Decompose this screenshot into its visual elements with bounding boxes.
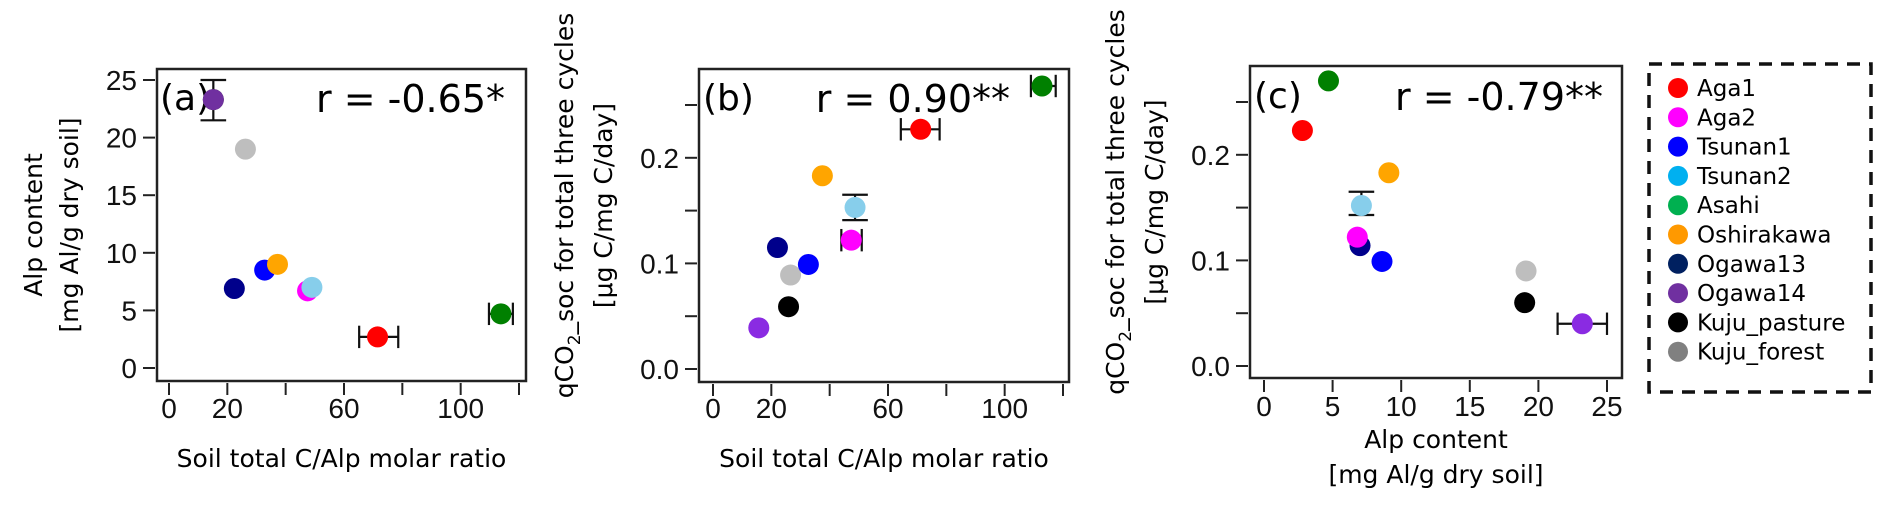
y-tick-label: 0 bbox=[121, 353, 137, 384]
y-axis-title-line: [mg Al/g dry soil] bbox=[55, 117, 84, 332]
legend-marker bbox=[1668, 283, 1688, 304]
data-point-kuju-forest bbox=[780, 264, 802, 286]
data-point-tsunan1 bbox=[1371, 250, 1393, 272]
data-point-ogawa14 bbox=[202, 89, 224, 111]
x-axis-title-line: [mg Al/g dry soil] bbox=[1328, 460, 1543, 489]
legend-marker bbox=[1668, 136, 1688, 157]
data-point-asahi bbox=[1031, 75, 1053, 97]
panel-c: 0 5 10 15 20 25 0.0 0.1 0.2 Alp content [mg Al/g d… bbox=[1101, 9, 1624, 489]
legend-frame bbox=[1647, 62, 1873, 394]
data-point-aga2 bbox=[840, 229, 862, 251]
legend-label: Aga1 bbox=[1697, 76, 1756, 102]
y-tick-label: 0.0 bbox=[1191, 351, 1230, 382]
legend-marker bbox=[1668, 341, 1688, 362]
legend-marker bbox=[1668, 253, 1688, 274]
data-point-kuju-pasture bbox=[1514, 292, 1536, 314]
data-point-ogawa13 bbox=[766, 237, 788, 259]
x-tick-label: 60 bbox=[328, 393, 359, 424]
legend-marker bbox=[1668, 165, 1688, 186]
plot-frame bbox=[155, 67, 528, 383]
y-tick-label: 0.1 bbox=[1191, 245, 1230, 276]
data-point-ogawa13 bbox=[223, 278, 245, 300]
panel-label: (a) bbox=[160, 78, 210, 119]
x-tick-label: 100 bbox=[437, 393, 484, 424]
legend-marker bbox=[1668, 195, 1688, 216]
data-point-asahi bbox=[490, 303, 512, 325]
x-axis-title: Soil total C/Alp molar ratio bbox=[177, 444, 507, 473]
correlation-annotation: r = -0.79** bbox=[1395, 75, 1603, 119]
data-point-aga2 bbox=[1346, 226, 1368, 248]
data-point-tsunan2 bbox=[301, 276, 323, 298]
x-tick-label: 0 bbox=[161, 393, 177, 424]
data-point-aga1 bbox=[1291, 120, 1313, 142]
legend-label: Tsunan1 bbox=[1696, 135, 1792, 161]
y-tick-label: 25 bbox=[106, 65, 137, 96]
y-tick-label: 0.0 bbox=[640, 354, 679, 385]
data-point-aga1 bbox=[910, 118, 932, 140]
legend-label: Oshirakawa bbox=[1697, 223, 1832, 249]
legend-marker bbox=[1668, 312, 1688, 333]
data-point-oshirakawa bbox=[811, 165, 833, 187]
x-tick-label: 100 bbox=[981, 393, 1028, 424]
data-point-kuju-forest bbox=[234, 138, 256, 160]
x-axis-title: Soil total C/Alp molar ratio bbox=[719, 444, 1049, 473]
correlation-annotation: r = -0.65* bbox=[316, 77, 505, 121]
legend-marker bbox=[1668, 224, 1688, 245]
y-tick-label: 10 bbox=[106, 238, 137, 269]
x-tick-label: 20 bbox=[212, 393, 243, 424]
legend-label: Tsunan2 bbox=[1696, 164, 1792, 190]
x-tick-label: 20 bbox=[756, 393, 787, 424]
data-point-tsunan2 bbox=[1350, 194, 1372, 216]
y-tick-label: 20 bbox=[106, 123, 137, 154]
data-point-oshirakawa bbox=[1378, 162, 1400, 184]
legend-label: Aga2 bbox=[1697, 105, 1756, 131]
legend-marker bbox=[1668, 78, 1688, 98]
panel-b: 0 20 60 100 0.0 0.1 0.2 Soil total C/Alp molar … bbox=[550, 13, 1071, 473]
data-point-kuju-forest bbox=[1515, 260, 1537, 282]
legend-marker bbox=[1668, 107, 1688, 128]
plot-frame bbox=[697, 67, 1071, 384]
y-tick-label: 0.2 bbox=[1191, 140, 1230, 171]
correlation-annotation: r = 0.90** bbox=[816, 77, 1010, 121]
legend-label: Ogawa13 bbox=[1697, 252, 1806, 278]
y-axis-title-line: [μg C/mg C/day] bbox=[1140, 99, 1169, 304]
legend-label: Kuju_pasture bbox=[1697, 310, 1845, 336]
data-point-aga1 bbox=[367, 326, 389, 348]
data-point-oshirakawa bbox=[267, 253, 288, 275]
data-point-kuju-pasture bbox=[778, 296, 800, 318]
y-axis-title-line: [μg C/mg C/day] bbox=[589, 103, 618, 308]
legend-label: Kuju_forest bbox=[1697, 340, 1824, 366]
y-tick-label: 5 bbox=[121, 295, 137, 326]
x-tick-label: 0 bbox=[705, 393, 721, 424]
panel-label: (b) bbox=[703, 78, 754, 119]
x-tick-label: 0 bbox=[1256, 391, 1272, 422]
data-point-ogawa14 bbox=[748, 317, 770, 339]
y-axis-title-line: Alp content bbox=[19, 153, 48, 297]
y-tick-label: 0.1 bbox=[640, 248, 679, 279]
panel-a: 0 20 60 100 0 5 10 15 20 25 Soil total C/Alp molar… bbox=[19, 65, 528, 473]
legend-label: Ogawa14 bbox=[1697, 281, 1806, 307]
panel-label: (c) bbox=[1254, 76, 1302, 117]
legend-label: Asahi bbox=[1697, 193, 1760, 219]
data-point-tsunan1 bbox=[797, 253, 819, 275]
legend: Aga1 Aga2 Tsunan1 Tsunan2 Asahi Oshirakawa Oga… bbox=[1647, 62, 1873, 394]
data-point-tsunan2 bbox=[844, 196, 866, 218]
x-tick-label: 25 bbox=[1591, 391, 1622, 422]
y-tick-label: 15 bbox=[106, 180, 137, 211]
plot-frame bbox=[1248, 64, 1624, 380]
data-point-asahi bbox=[1317, 70, 1339, 92]
x-tick-label: 10 bbox=[1386, 391, 1417, 422]
x-tick-label: 20 bbox=[1523, 391, 1554, 422]
x-tick-label: 5 bbox=[1325, 391, 1341, 422]
x-tick-label: 60 bbox=[872, 393, 903, 424]
y-tick-label: 0.2 bbox=[640, 143, 679, 174]
data-point-ogawa14 bbox=[1571, 313, 1593, 335]
y-axis-title-line: qCO2_soc for total three cycles bbox=[1101, 9, 1136, 395]
x-tick-label: 15 bbox=[1454, 391, 1485, 422]
x-axis-title-line: Alp content bbox=[1364, 425, 1508, 454]
y-axis-title-line: qCO2_soc for total three cycles bbox=[550, 13, 585, 399]
